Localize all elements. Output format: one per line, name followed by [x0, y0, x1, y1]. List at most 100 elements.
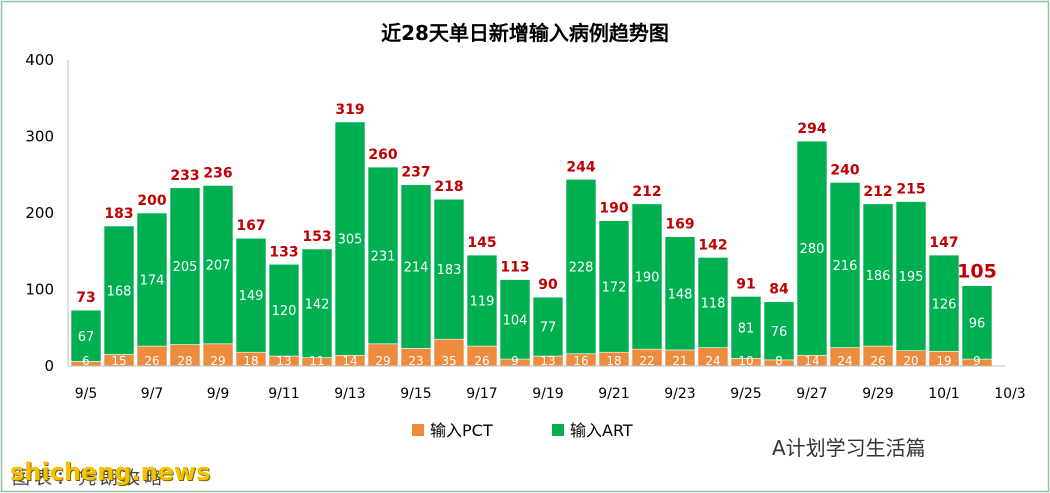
data-label-pct: 15	[111, 354, 126, 368]
bar-art	[202, 185, 234, 345]
x-tick-label: 10/1	[928, 386, 959, 402]
data-label-total: 240	[830, 162, 859, 178]
data-label-pct: 18	[606, 354, 621, 368]
data-label-pct: 23	[408, 354, 423, 368]
data-label-total: 84	[769, 282, 789, 298]
bar-art	[433, 198, 465, 340]
y-axis: 0 100 200 300 400	[25, 51, 69, 375]
data-label-art: 195	[899, 270, 924, 285]
bar-art	[928, 254, 960, 352]
data-label-total: 169	[665, 217, 694, 233]
data-label-art: 305	[338, 233, 363, 248]
bar-art	[598, 220, 630, 353]
bar-pct	[433, 338, 465, 367]
data-label-total: 215	[896, 182, 925, 198]
data-label-pct: 18	[243, 354, 258, 368]
x-tick-label: 9/15	[400, 386, 431, 402]
watermark-site: shicheng.news	[10, 458, 211, 486]
data-label-total: 236	[203, 165, 232, 181]
data-label-art: 77	[540, 321, 557, 336]
bar-art	[796, 140, 828, 356]
legend: 输入PCT 输入ART	[412, 421, 633, 440]
bar-art	[466, 254, 498, 347]
data-label-pct: 6	[82, 354, 90, 368]
data-label-pct: 26	[474, 354, 489, 368]
data-label-art: 76	[771, 325, 788, 340]
data-label-pct: 13	[276, 354, 291, 368]
data-label-total: 145	[467, 235, 496, 251]
data-label-pct: 8	[775, 354, 783, 368]
bar-art	[532, 296, 564, 357]
bar-art	[70, 309, 102, 362]
watermark-brand: A计划学习生活篇	[772, 436, 926, 460]
data-label-pct: 13	[540, 354, 555, 368]
bar-art	[829, 182, 861, 348]
data-label-total: 233	[170, 168, 199, 184]
legend-swatch	[412, 424, 424, 436]
data-label-pct: 16	[573, 354, 588, 368]
bar-art	[301, 248, 333, 358]
data-label-pct: 26	[144, 354, 159, 368]
legend-swatch	[552, 424, 564, 436]
y-tick-label: 0	[44, 357, 54, 375]
data-label-art: 183	[437, 263, 462, 278]
data-label-total: 218	[434, 179, 463, 195]
data-label-art: 186	[866, 269, 891, 284]
data-label-art: 149	[239, 289, 264, 304]
data-label-total: 294	[797, 121, 826, 137]
x-tick-label: 9/13	[334, 386, 365, 402]
data-label-art: 205	[173, 260, 198, 275]
data-label-total: 319	[335, 102, 364, 118]
x-tick-label: 9/29	[862, 386, 893, 402]
data-label-total: 105	[957, 261, 997, 283]
x-tick-label: 9/17	[466, 386, 497, 402]
bar-art	[367, 166, 399, 345]
x-tick-label: 9/25	[730, 386, 761, 402]
data-label-total: 133	[269, 244, 298, 260]
data-label-pct: 10	[738, 354, 753, 368]
bar-art	[169, 187, 201, 345]
data-label-pct: 22	[639, 354, 654, 368]
data-label-art: 96	[969, 316, 986, 331]
bar-art	[400, 184, 432, 349]
x-axis: 9/5 9/7 9/9 9/11 9/13 9/15 9/17 9/19 9/21 9/23 9/2…	[68, 365, 1026, 402]
bar-art	[565, 179, 597, 355]
data-label-pct: 20	[903, 354, 918, 368]
data-label-art: 216	[833, 259, 858, 274]
data-label-art: 172	[602, 280, 627, 295]
x-tick-label: 9/11	[268, 386, 299, 402]
data-label-pct: 29	[375, 354, 390, 368]
data-label-art: 126	[932, 297, 957, 312]
data-label-pct: 35	[441, 354, 456, 368]
data-label-total: 183	[104, 206, 133, 222]
data-label-total: 113	[500, 260, 529, 276]
data-label-total: 260	[368, 147, 397, 163]
data-label-pct: 19	[936, 354, 951, 368]
data-label-total: 153	[302, 229, 331, 245]
data-label-art: 120	[272, 304, 297, 319]
data-label-pct: 24	[705, 354, 720, 368]
data-label-pct: 29	[210, 354, 225, 368]
data-label-total: 190	[599, 201, 628, 217]
bar-art	[664, 236, 696, 351]
bar-art	[334, 121, 366, 356]
bar-art	[103, 225, 135, 355]
watermark-source: 图表：凭朗攻略	[12, 468, 166, 489]
x-tick-label: 9/5	[75, 386, 98, 402]
bar-art	[631, 203, 663, 350]
x-tick-label: 10/3	[994, 386, 1025, 402]
bar-art	[961, 285, 993, 360]
bar-art	[862, 203, 894, 347]
data-label-total: 212	[632, 184, 661, 200]
data-label-pct: 11	[309, 354, 324, 368]
data-label-art: 174	[140, 274, 165, 289]
data-label-pct: 14	[342, 354, 357, 368]
data-label-pct: 9	[511, 354, 519, 368]
y-tick-label: 100	[25, 281, 54, 299]
bar-art	[730, 296, 762, 359]
y-tick-label: 400	[25, 51, 54, 69]
legend-label: 输入PCT	[430, 421, 493, 440]
chart-title: 近28天单日新增输入病例趋势图	[381, 21, 669, 45]
data-label-art: 168	[107, 284, 132, 299]
